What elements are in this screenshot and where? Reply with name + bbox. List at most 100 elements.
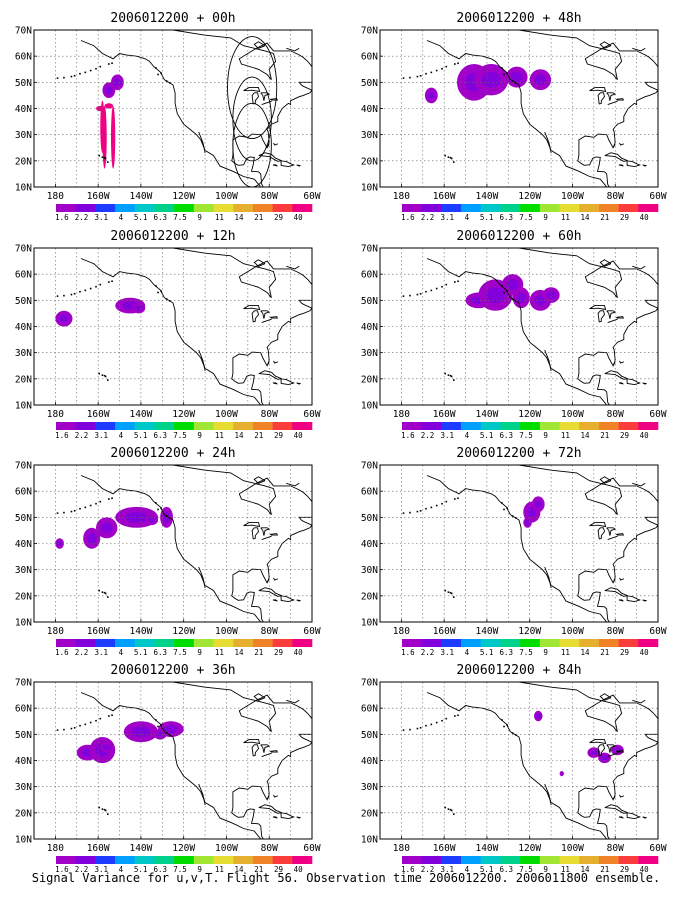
colorbar-swatch <box>56 639 76 647</box>
island <box>445 65 448 68</box>
variance-core <box>100 522 113 534</box>
colorbar-swatch <box>213 856 234 864</box>
coastline <box>258 152 283 162</box>
colorbar-label: 2.2 <box>421 431 435 440</box>
latitude-label: 70N <box>15 461 32 472</box>
island <box>419 74 422 77</box>
colorbar-swatch <box>213 422 234 430</box>
coastline <box>607 100 618 106</box>
coastline <box>270 750 279 753</box>
colorbar-label: 5.1 <box>480 648 494 657</box>
island <box>106 596 109 598</box>
coastline <box>577 145 610 187</box>
panel-title: 2006012200 + 36h <box>110 663 235 678</box>
island <box>103 591 106 594</box>
colorbar-label: 29 <box>620 213 629 222</box>
island <box>511 732 514 734</box>
variance-core <box>148 517 156 523</box>
island <box>452 161 455 163</box>
island <box>511 80 514 82</box>
colorbar-swatch <box>638 856 659 864</box>
island <box>452 596 455 598</box>
island <box>79 724 81 727</box>
island <box>104 592 107 595</box>
colorbar-label: 2.2 <box>421 213 435 222</box>
longitude-label: 180 <box>47 626 64 637</box>
longitude-label: 120W <box>172 843 195 854</box>
colorbar-label: 6.3 <box>154 213 168 222</box>
island <box>409 728 411 731</box>
longitude-label: 60W <box>649 843 666 854</box>
colorbar-swatch <box>461 856 482 864</box>
colorbar-label: 6.3 <box>500 213 514 222</box>
island <box>95 719 97 722</box>
colorbar-label: 40 <box>640 213 650 222</box>
colorbar-swatch <box>480 422 501 430</box>
island <box>457 280 459 283</box>
longitude-label: 120W <box>518 843 541 854</box>
island <box>409 294 411 297</box>
island <box>441 67 443 70</box>
coastline <box>619 794 624 798</box>
island <box>444 372 447 375</box>
variance-blob <box>104 103 114 109</box>
coastline <box>619 360 624 364</box>
colorbar-swatch <box>520 204 541 212</box>
coastline <box>270 98 279 101</box>
colorbar-swatch <box>292 422 313 430</box>
colorbar-swatch <box>134 422 155 430</box>
island <box>111 62 113 65</box>
coastline <box>260 744 271 753</box>
colorbar-swatch <box>134 204 155 212</box>
island <box>503 73 505 76</box>
latitude-label: 10N <box>361 835 378 846</box>
island <box>402 77 405 79</box>
variance-core <box>105 86 113 95</box>
island <box>430 723 433 726</box>
colorbar-label: 2.2 <box>75 865 89 874</box>
colorbar-swatch <box>75 639 96 647</box>
island <box>514 517 517 519</box>
longitude-label: 160W <box>433 626 456 637</box>
longitude-label: 100W <box>215 843 238 854</box>
coastline <box>577 363 610 405</box>
colorbar-label: 21 <box>600 431 609 440</box>
latitude-label: 50N <box>15 296 32 307</box>
colorbar-label: 11 <box>561 865 570 874</box>
coastline <box>606 92 617 101</box>
coastline <box>260 310 271 319</box>
latitude-label: 40N <box>361 539 378 550</box>
coastline <box>597 92 605 105</box>
colorbar-swatch <box>233 856 254 864</box>
longitude-label: 180 <box>393 843 410 854</box>
colorbar-label: 4 <box>465 431 470 440</box>
latitude-label: 50N <box>15 730 32 741</box>
colorbar-swatch <box>618 639 639 647</box>
coastline <box>589 87 607 93</box>
colorbar-label: 5.1 <box>134 431 148 440</box>
island <box>409 76 411 79</box>
latitude-label: 70N <box>15 678 32 689</box>
colorbar-swatch <box>500 204 521 212</box>
colorbar-label: 14 <box>581 648 591 657</box>
latitude-label: 40N <box>361 322 378 333</box>
coastline <box>642 382 648 385</box>
longitude-label: 180 <box>47 191 64 202</box>
colorbar-swatch <box>154 422 175 430</box>
colorbar-swatch <box>213 204 234 212</box>
map-panel: 2006012200 + 24h 70N 60N 50N 40N 30N 20N 10N 180… <box>15 446 321 657</box>
longitude-label: 180 <box>393 191 410 202</box>
colorbar-label: 3.1 <box>94 865 108 874</box>
colorbar-label: 2.2 <box>75 648 89 657</box>
longitude-label: 60W <box>303 409 320 420</box>
latitude-label: 30N <box>361 782 378 793</box>
island <box>445 283 448 286</box>
island <box>425 724 427 727</box>
colorbar-label: 11 <box>561 213 570 222</box>
island <box>425 507 427 510</box>
island <box>89 69 92 72</box>
coastline <box>577 797 610 839</box>
coastline <box>616 750 625 753</box>
colorbar-swatch <box>421 422 442 430</box>
colorbar-label: 3.1 <box>440 865 454 874</box>
